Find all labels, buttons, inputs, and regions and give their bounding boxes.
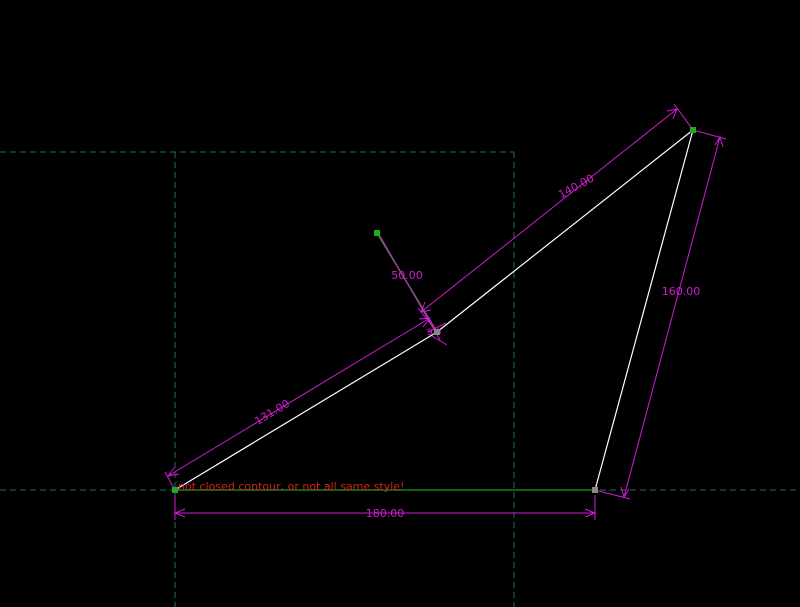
dimension-construction-label[interactable]: 50.00 bbox=[391, 269, 423, 282]
error-message: not closed contour, or not all same styl… bbox=[178, 480, 404, 493]
sketch-geometry[interactable] bbox=[174, 129, 694, 491]
dimension-right[interactable]: 160.00 bbox=[594, 129, 727, 500]
dimension-right-label[interactable]: 160.00 bbox=[662, 285, 701, 298]
point-icon[interactable] bbox=[434, 329, 440, 335]
left-edge-line[interactable] bbox=[174, 331, 438, 491]
point-icon[interactable] bbox=[374, 230, 380, 236]
point-markers[interactable] bbox=[172, 127, 696, 493]
dimension-top-label[interactable]: 140.00 bbox=[556, 172, 596, 202]
right-edge-line[interactable] bbox=[594, 129, 694, 491]
dimension-top[interactable]: 140.00 bbox=[417, 103, 694, 333]
dimension-bottom-label[interactable]: 180.00 bbox=[366, 507, 405, 520]
dimension-construction[interactable]: 50.00 bbox=[379, 235, 448, 346]
point-icon[interactable] bbox=[592, 487, 598, 493]
top-edge-line[interactable] bbox=[436, 129, 694, 333]
dimension-left[interactable]: 131.00 bbox=[164, 313, 438, 491]
axes bbox=[0, 151, 800, 607]
dimension-bottom[interactable]: 180.00 bbox=[173, 495, 597, 520]
point-icon[interactable] bbox=[172, 487, 178, 493]
point-icon[interactable] bbox=[690, 127, 696, 133]
